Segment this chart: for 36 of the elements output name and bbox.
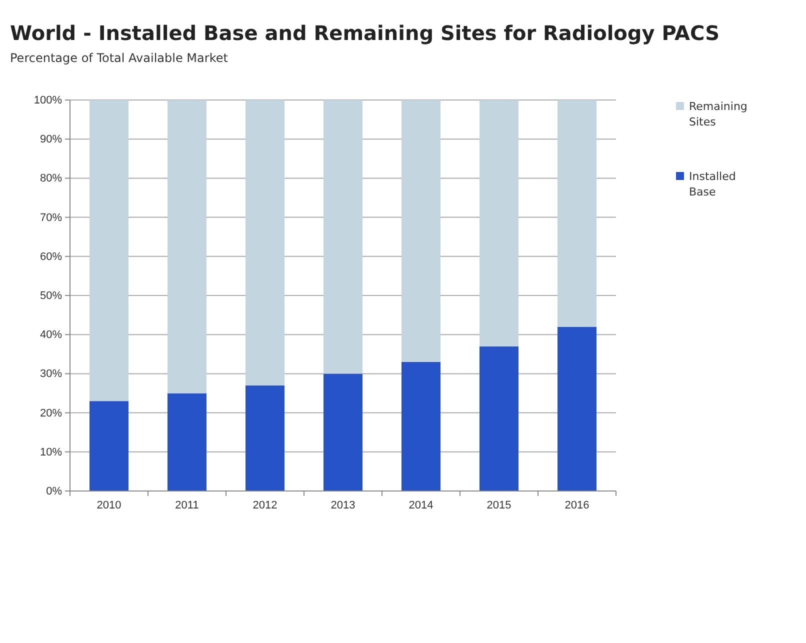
bar: [168, 393, 206, 491]
y-tick-label: 0%: [46, 486, 62, 498]
y-tick-label: 70%: [40, 212, 62, 224]
y-tick-label: 100%: [34, 94, 62, 107]
y-tick-label: 90%: [40, 134, 62, 146]
y-tick-label: 50%: [40, 290, 62, 302]
bar: [558, 100, 596, 327]
legend-label: Remaining Sites: [689, 100, 748, 128]
x-tick-label: 2013: [330, 499, 356, 512]
x-tick-label: 2014: [408, 499, 434, 512]
chart-title: World - Installed Base and Remaining Sites for Radiology PACS: [10, 21, 720, 45]
y-tick-label: 10%: [40, 446, 62, 458]
bar: [246, 100, 284, 386]
x-tick-label: 2016: [564, 499, 590, 512]
x-tick-label: 2015: [486, 499, 512, 512]
y-tick-label: 80%: [40, 172, 62, 185]
bar: [480, 346, 518, 491]
x-tick-label: 2011: [175, 499, 199, 512]
bar: [324, 100, 362, 374]
legend-label: Installed Base: [689, 170, 736, 198]
y-tick-label: 20%: [40, 407, 62, 420]
bar: [324, 374, 362, 491]
y-tick-label: 60%: [40, 250, 62, 263]
bar: [480, 100, 518, 346]
y-tick-label: 40%: [40, 329, 62, 342]
bar: [90, 401, 128, 491]
x-tick-label: 2012: [252, 499, 278, 512]
bar: [402, 362, 440, 491]
chart-subtitle: Percentage of Total Available Market: [10, 51, 228, 65]
bar: [402, 100, 440, 362]
y-tick-label: 30%: [40, 368, 62, 380]
bar: [558, 326, 596, 491]
bar: [168, 100, 206, 394]
bar: [90, 100, 128, 402]
bar: [246, 385, 284, 491]
x-tick-label: 2010: [96, 499, 122, 512]
